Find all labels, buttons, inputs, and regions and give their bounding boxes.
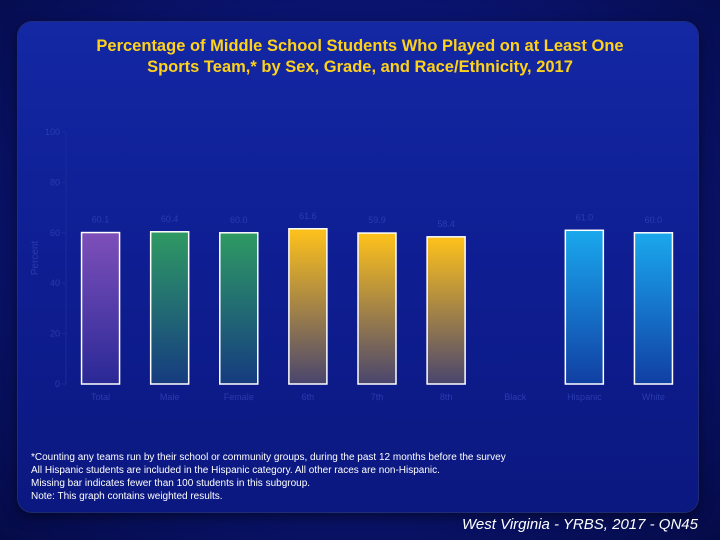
value-label-hispanic: 61.0 [576, 212, 594, 222]
category-label-6th: 6th [302, 392, 315, 402]
y-tick-label-60: 60 [50, 228, 60, 238]
value-label-white: 60.0 [645, 215, 663, 225]
footnotes: *Counting any teams run by their school … [31, 451, 506, 503]
y-axis-title: Percent [30, 241, 41, 276]
chart-title-line-2: Sports Team,* by Sex, Grade, and Race/Et… [147, 58, 573, 76]
category-label-female: Female [224, 392, 254, 402]
footnote-4: Note: This graph contains weighted resul… [31, 491, 223, 502]
value-label-total: 60.1 [92, 215, 110, 225]
source-label: West Virginia - YRBS, 2017 - QN45 [462, 516, 698, 533]
bar-female [219, 232, 259, 385]
y-tick-label-0: 0 [55, 379, 60, 389]
bar-male [149, 231, 190, 385]
value-label-7th: 59.9 [368, 215, 386, 225]
category-label-7th: 7th [371, 392, 384, 402]
value-label-8th: 58.4 [437, 219, 455, 229]
category-label-8th: 8th [440, 392, 453, 402]
y-tick-label-40: 40 [50, 278, 60, 288]
bar-white [633, 232, 674, 385]
footnote-1: *Counting any teams run by their school … [31, 452, 506, 463]
y-tick-label-100: 100 [45, 127, 60, 137]
category-label-total: Total [91, 392, 110, 402]
chart-title-line-1: Percentage of Middle School Students Who… [96, 37, 624, 55]
footnote-2: All Hispanic students are included in th… [31, 465, 440, 476]
category-label-white: White [642, 392, 665, 402]
y-tick-label-80: 80 [50, 177, 60, 187]
bar-hispanic [564, 229, 605, 385]
value-label-male: 60.4 [161, 214, 179, 224]
footnote-3: Missing bar indicates fewer than 100 stu… [31, 478, 311, 489]
bar-7th [357, 232, 397, 385]
value-label-female: 60.0 [230, 215, 248, 225]
category-label-male: Male [160, 392, 180, 402]
category-label-hispanic: Hispanic [567, 392, 602, 402]
bar-total [80, 231, 121, 385]
value-label-6th: 61.6 [299, 211, 317, 221]
category-label-black: Black [504, 392, 527, 402]
chart-title: Percentage of Middle School Students Who… [30, 36, 690, 78]
bar-6th [288, 228, 328, 385]
y-tick-label-20: 20 [50, 329, 60, 339]
bar-8th [426, 236, 466, 385]
